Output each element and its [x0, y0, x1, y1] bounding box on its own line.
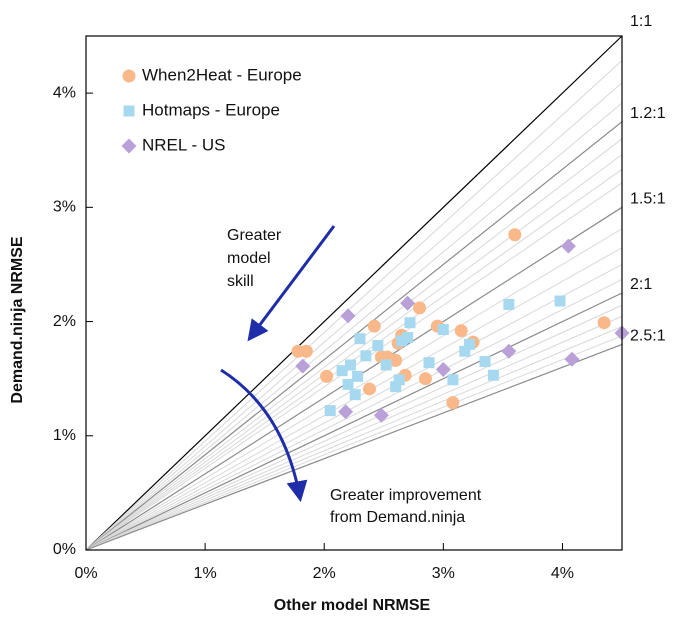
data-point-series-3: [564, 351, 580, 367]
y-tick-label: 0%: [53, 541, 76, 558]
data-point-series-1: [508, 228, 522, 242]
data-point-series-3: [295, 358, 311, 374]
data-point-series-1: [389, 353, 403, 367]
data-point-series-3: [400, 295, 416, 311]
x-tick-label: 2%: [313, 565, 336, 582]
data-point-series-1: [320, 369, 334, 383]
ratio-label-1-5-1: 1.5:1: [630, 191, 666, 208]
data-point-series-2: [324, 405, 336, 417]
data-point-series-2: [404, 317, 416, 329]
x-axis-title: Other model NRMSE: [274, 597, 431, 614]
x-tick-label: 1%: [194, 565, 217, 582]
y-axis-title: Demand.ninja NRMSE: [9, 236, 26, 403]
ratio-lines: [85, 35, 623, 551]
data-point-series-2: [437, 324, 449, 336]
data-point-series-2: [479, 356, 491, 368]
data-point-series-2: [447, 374, 459, 386]
data-point-series-2: [503, 298, 515, 310]
annotation-arrow-model-skill: [247, 225, 336, 342]
legend-marker-2: [123, 105, 135, 117]
data-point-series-2: [390, 381, 402, 393]
x-tick-label: 4%: [551, 565, 574, 582]
data-point-series-3: [560, 238, 576, 254]
data-point-series-1: [362, 382, 376, 396]
ratio-label-2-1: 2:1: [630, 276, 652, 293]
data-point-series-2: [349, 389, 361, 401]
data-point-series-1: [597, 316, 611, 330]
data-point-series-2: [402, 332, 414, 344]
data-point-series-2: [393, 374, 405, 386]
ratio-line-minor: [85, 315, 623, 551]
data-point-series-3: [340, 308, 356, 324]
ratio-line-minor: [85, 60, 623, 551]
ratio-line-minor: [85, 326, 623, 551]
plot-frame: [85, 35, 623, 551]
ratio-line-1-2-1: [85, 121, 623, 551]
y-tick-label: 4%: [53, 84, 76, 101]
ratio-line-minor: [85, 335, 623, 551]
data-point-series-2: [423, 357, 435, 369]
ratio-line-minor: [85, 138, 623, 551]
ratio-label-1-1: 1:1: [630, 13, 652, 30]
annotation-arrow-improvement: [220, 368, 308, 503]
legend-marker-3: [121, 138, 137, 154]
data-point-series-2: [487, 369, 499, 381]
data-point-series-2: [396, 335, 408, 347]
legend-label-1: When2Heat - Europe: [142, 65, 302, 84]
ratio-line-minor: [85, 102, 623, 551]
data-point-series-2: [342, 378, 354, 390]
annotation-improvement-line: from Demand.ninja: [330, 509, 465, 526]
data-point-series-2: [354, 333, 366, 345]
legend-label-3: NREL - US: [142, 135, 225, 154]
ratio-line-minor: [85, 304, 623, 551]
data-point-series-3: [501, 343, 517, 359]
y-tick-label: 2%: [53, 313, 76, 330]
annotation-model-skill: Greater model skill: [227, 227, 286, 290]
data-point-series-2: [554, 295, 566, 307]
data-point-series-2: [464, 338, 476, 350]
axis-ticks: 0% 1% 2% 3% 4% 0% 1% 2% 3% 4%: [53, 84, 574, 582]
data-point-series-3: [435, 362, 451, 378]
legend: When2Heat - Europe Hotmaps - Europe NREL -…: [121, 65, 302, 154]
y-tick-label: 1%: [53, 427, 76, 444]
annotation-improvement-line: Greater improvement: [330, 487, 482, 504]
legend-marker-1: [122, 69, 136, 83]
data-point-series-1: [299, 344, 313, 358]
ratio-label-1-2-1: 1.2:1: [630, 105, 666, 122]
data-point-series-1: [418, 372, 432, 386]
data-point-series-2: [459, 345, 471, 357]
data-point-series-2: [380, 359, 392, 371]
data-point-series-2: [372, 340, 384, 352]
data-points: [291, 228, 630, 423]
legend-label-2: Hotmaps - Europe: [142, 100, 280, 119]
annotation-model-skill-line: Greater: [227, 227, 282, 244]
data-point-series-2: [336, 365, 348, 377]
ratio-line-minor: [85, 263, 623, 551]
data-point-series-3: [338, 404, 354, 420]
data-point-series-1: [454, 324, 468, 338]
data-point-series-1: [367, 319, 381, 333]
x-tick-label: 0%: [74, 565, 97, 582]
data-point-series-3: [373, 407, 389, 423]
ratio-label-2-5-1: 2.5:1: [630, 328, 666, 345]
data-point-series-1: [413, 301, 427, 315]
ratio-line-2-5-1: [85, 343, 623, 551]
data-point-series-1: [446, 396, 460, 410]
ratio-line-2-1: [85, 292, 623, 551]
y-tick-label: 3%: [53, 199, 76, 216]
annotation-model-skill-line: model: [227, 250, 271, 267]
data-point-series-2: [360, 350, 372, 362]
data-point-series-2: [344, 359, 356, 371]
x-tick-label: 3%: [432, 565, 455, 582]
ratio-line-1-1: [85, 35, 623, 551]
data-point-series-2: [352, 370, 364, 382]
ratio-line-minor: [85, 154, 623, 551]
ratio-labels: 1:1 1.2:1 1.5:1 2:1 2.5:1: [630, 13, 666, 344]
annotation-model-skill-line: skill: [227, 273, 254, 290]
ratio-line-minor: [85, 279, 623, 551]
annotation-improvement: Greater improvement from Demand.ninja: [330, 487, 486, 526]
